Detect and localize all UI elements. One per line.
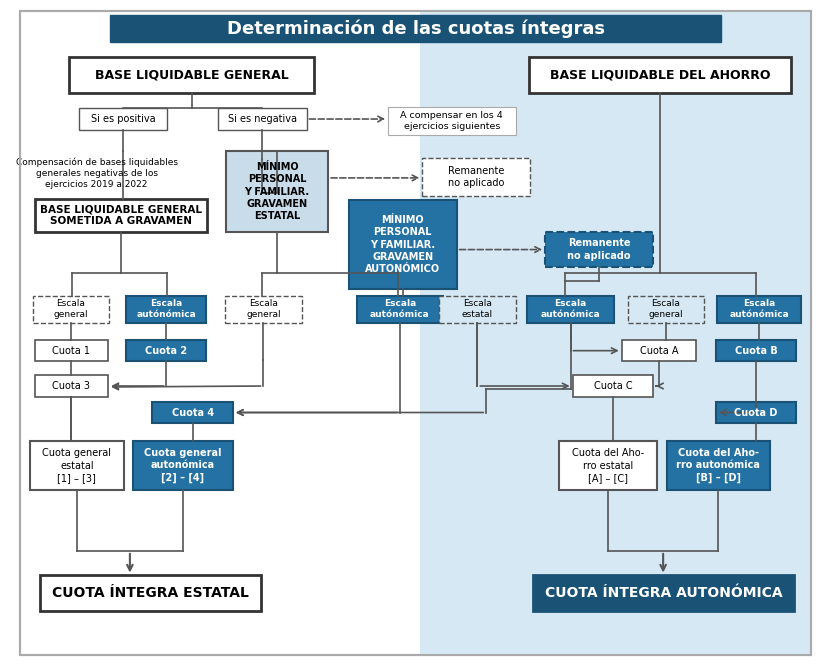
Bar (559, 441, 657, 490)
Bar (126, 340, 206, 362)
Bar (226, 151, 328, 232)
Bar (573, 375, 653, 397)
Text: Escala
autónómica: Escala autónómica (730, 300, 789, 320)
Text: Compensación de bases liquidables
generales negativas de los
ejercicios 2019 a 2: Compensación de bases liquidables genera… (16, 157, 178, 189)
Bar (69, 57, 314, 93)
Text: BASE LIQUIDABLE DEL AHORRO: BASE LIQUIDABLE DEL AHORRO (550, 69, 770, 81)
Bar (534, 575, 795, 611)
Bar (110, 15, 721, 43)
Bar (218, 108, 307, 130)
Bar (530, 57, 792, 93)
Bar (40, 575, 261, 611)
Text: MÍNIMO
PERSONAL
Y FAMILIAR.
GRAVAMEN
AUTONÓMICO: MÍNIMO PERSONAL Y FAMILIAR. GRAVAMEN AUT… (366, 215, 441, 274)
Text: Escala
general: Escala general (649, 300, 683, 320)
Text: Cuota general
autonómica
[2] – [4]: Cuota general autonómica [2] – [4] (144, 448, 222, 483)
Text: Escala
general: Escala general (246, 300, 281, 320)
Bar (79, 108, 167, 130)
Bar (388, 107, 516, 135)
Bar (667, 441, 769, 490)
Bar (133, 441, 233, 490)
Text: BASE LIQUIDABLE GENERAL: BASE LIQUIDABLE GENERAL (95, 69, 289, 81)
Bar (420, 11, 811, 655)
Bar (348, 200, 457, 289)
Text: Escala
general: Escala general (54, 300, 88, 320)
Bar (29, 441, 124, 490)
Text: Escala
autónómica: Escala autónómica (541, 300, 601, 320)
Text: MÍNIMO
PERSONAL
Y FAMILIAR.
GRAVAMEN
ESTATAL: MÍNIMO PERSONAL Y FAMILIAR. GRAVAMEN EST… (245, 162, 310, 222)
Bar (423, 159, 530, 196)
Bar (545, 232, 653, 267)
Text: Cuota D: Cuota D (734, 408, 778, 418)
Text: Cuota del Aho-
rro autonómica
[B] – [D]: Cuota del Aho- rro autonómica [B] – [D] (676, 448, 761, 483)
Text: Si es positiva: Si es positiva (91, 114, 155, 124)
Text: Cuota 2: Cuota 2 (145, 346, 188, 356)
Text: Cuota del Aho-
rro estatal
[A] – [C]: Cuota del Aho- rro estatal [A] – [C] (572, 448, 644, 483)
Bar (622, 340, 696, 362)
Text: Cuota 1: Cuota 1 (52, 346, 91, 356)
Text: Cuota general
estatal
[1] – [3]: Cuota general estatal [1] – [3] (42, 448, 112, 483)
Text: Cuota B: Cuota B (734, 346, 778, 356)
Bar (716, 402, 796, 424)
Text: Cuota A: Cuota A (640, 346, 678, 356)
Text: Escala
estatal: Escala estatal (462, 300, 493, 320)
Text: Escala
autónómica: Escala autónómica (136, 300, 196, 320)
Text: Si es negativa: Si es negativa (228, 114, 297, 124)
Bar (126, 296, 206, 323)
Text: Remanente
no aplicado: Remanente no aplicado (448, 166, 504, 188)
Text: Cuota C: Cuota C (593, 381, 632, 391)
Bar (717, 296, 801, 323)
Text: Escala
autónómica: Escala autónómica (370, 300, 430, 320)
Bar (628, 296, 704, 323)
Bar (357, 296, 443, 323)
Bar (439, 296, 516, 323)
Text: Cuota 4: Cuota 4 (171, 408, 214, 418)
Text: BASE LIQUIDABLE GENERAL
SOMETIDA A GRAVAMEN: BASE LIQUIDABLE GENERAL SOMETIDA A GRAVA… (40, 204, 202, 226)
Bar (35, 375, 109, 397)
Bar (35, 340, 109, 362)
Bar (35, 198, 207, 232)
Bar (225, 296, 302, 323)
Bar (33, 296, 109, 323)
Text: A compensar en los 4
ejercicios siguientes: A compensar en los 4 ejercicios siguient… (401, 111, 503, 131)
Text: Determinación de las cuotas íntegras: Determinación de las cuotas íntegras (227, 19, 605, 38)
Bar (716, 340, 796, 362)
Bar (527, 296, 614, 323)
Text: CUOTA ÍNTEGRA AUTONÓMICA: CUOTA ÍNTEGRA AUTONÓMICA (545, 586, 783, 600)
Text: Cuota 3: Cuota 3 (52, 381, 91, 391)
Text: CUOTA ÍNTEGRA ESTATAL: CUOTA ÍNTEGRA ESTATAL (52, 586, 249, 600)
Bar (153, 402, 233, 424)
Text: Remanente
no aplicado: Remanente no aplicado (567, 238, 631, 261)
